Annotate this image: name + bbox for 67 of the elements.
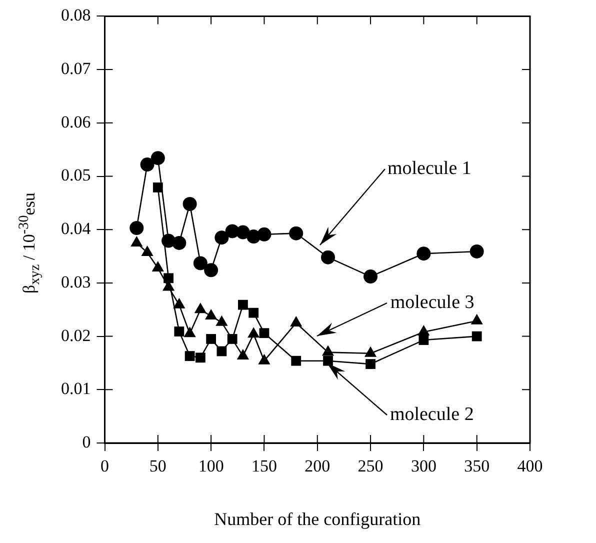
point bbox=[205, 309, 218, 320]
point bbox=[174, 326, 184, 336]
point bbox=[227, 334, 238, 344]
x-tick-label: 400 bbox=[517, 456, 543, 476]
point bbox=[236, 225, 250, 240]
point bbox=[141, 246, 154, 256]
point bbox=[418, 325, 430, 336]
point bbox=[257, 227, 272, 242]
point bbox=[193, 256, 208, 270]
point bbox=[248, 327, 260, 338]
point bbox=[238, 300, 248, 310]
point bbox=[289, 226, 304, 240]
point bbox=[366, 359, 376, 369]
x-tick-label: 350 bbox=[464, 456, 490, 476]
point bbox=[173, 298, 186, 308]
point bbox=[184, 351, 195, 361]
annotation: molecule 1 bbox=[388, 156, 472, 181]
point bbox=[364, 346, 377, 357]
y-tick-label: 0.03 bbox=[61, 272, 91, 292]
point bbox=[248, 308, 259, 318]
point bbox=[321, 250, 336, 264]
point bbox=[290, 316, 302, 326]
y-tick-label: 0.08 bbox=[61, 6, 91, 25]
point bbox=[152, 261, 164, 272]
point bbox=[418, 335, 429, 345]
x-tick-label: 50 bbox=[149, 456, 166, 476]
y-tick-label: 0.02 bbox=[61, 326, 91, 345]
x-axis-title: Number of the configuration bbox=[214, 508, 421, 529]
point bbox=[258, 354, 270, 364]
point bbox=[470, 314, 483, 324]
point bbox=[259, 328, 270, 338]
x-tick-label: 150 bbox=[251, 456, 277, 476]
point bbox=[216, 315, 228, 326]
point bbox=[195, 352, 206, 363]
y-tick-label: 0.05 bbox=[61, 166, 91, 185]
y-tick-label: 0.01 bbox=[61, 379, 91, 398]
point bbox=[214, 230, 229, 245]
x-tick-label: 300 bbox=[410, 456, 436, 476]
point bbox=[150, 151, 165, 166]
point bbox=[364, 270, 378, 284]
y-tick-label: 0.06 bbox=[61, 112, 91, 132]
x-tick-label: 200 bbox=[304, 456, 330, 476]
annotation: molecule 2 bbox=[390, 402, 474, 427]
point bbox=[140, 158, 154, 172]
point bbox=[416, 246, 431, 261]
x-tick-label: 0 bbox=[100, 456, 109, 476]
point bbox=[470, 244, 484, 258]
y-tick-label: 0.07 bbox=[61, 59, 92, 78]
x-tick-label: 100 bbox=[198, 456, 224, 476]
point bbox=[164, 273, 174, 284]
x-tick-label: 250 bbox=[358, 456, 384, 476]
point bbox=[184, 326, 196, 338]
annotation: molecule 3 bbox=[390, 291, 474, 316]
y-tick-label: 0 bbox=[82, 432, 91, 452]
point bbox=[194, 302, 206, 314]
point bbox=[130, 221, 144, 235]
point bbox=[206, 334, 216, 344]
point bbox=[323, 356, 333, 366]
point bbox=[182, 196, 197, 211]
point bbox=[291, 356, 302, 366]
point bbox=[172, 236, 186, 250]
point bbox=[322, 345, 334, 356]
point bbox=[204, 263, 218, 278]
point bbox=[236, 349, 250, 360]
y-tick-label: 0.04 bbox=[61, 219, 92, 238]
point bbox=[472, 331, 482, 342]
point bbox=[216, 346, 227, 356]
